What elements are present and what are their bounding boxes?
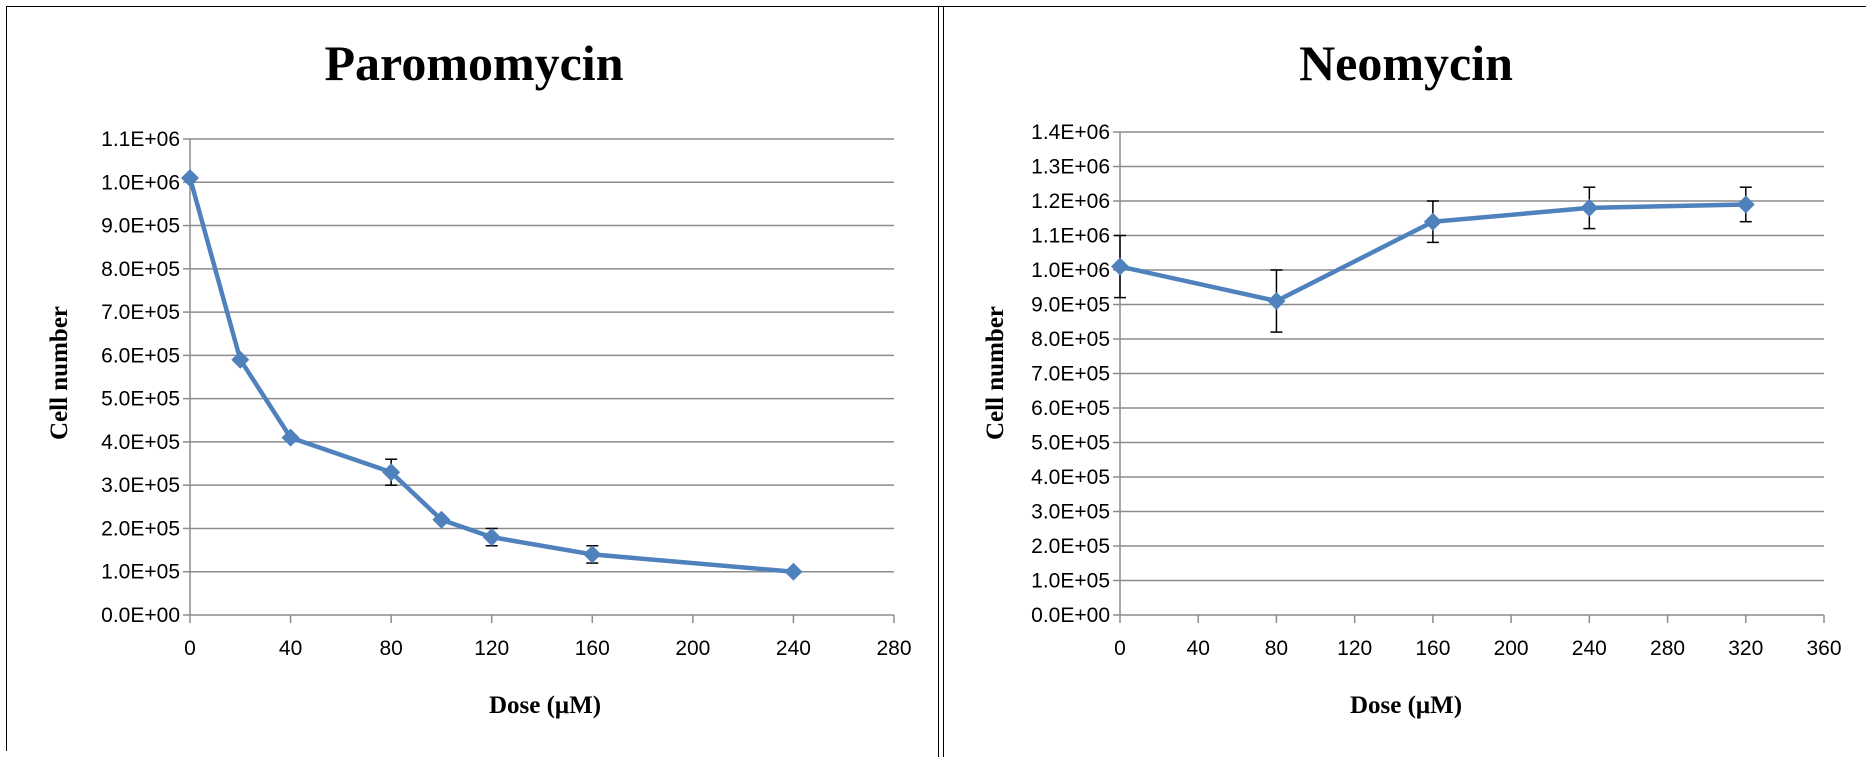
y-tick-label: 1.0E+06 bbox=[1031, 259, 1110, 282]
data-point bbox=[382, 463, 401, 482]
page-frame bbox=[6, 6, 1866, 751]
data-point bbox=[231, 350, 250, 369]
x-tick-label: 200 bbox=[675, 637, 710, 660]
x-tick-label: 280 bbox=[1650, 637, 1685, 660]
y-tick-label: 9.0E+05 bbox=[1031, 294, 1110, 317]
x-tick-label: 360 bbox=[1806, 637, 1841, 660]
x-tick-label: 40 bbox=[279, 637, 302, 660]
y-axis-label: Cell number bbox=[982, 306, 1009, 440]
y-tick-label: 8.0E+05 bbox=[101, 258, 180, 281]
y-tick-label: 0.0E+00 bbox=[1031, 604, 1110, 627]
data-point bbox=[1736, 195, 1755, 214]
y-tick-label: 3.0E+05 bbox=[101, 474, 180, 497]
data-point bbox=[784, 562, 803, 581]
y-tick-label: 1.1E+06 bbox=[101, 128, 180, 151]
y-tick-label: 1.4E+06 bbox=[1031, 121, 1110, 144]
y-tick-label: 1.0E+06 bbox=[101, 171, 180, 194]
x-tick-label: 80 bbox=[1265, 637, 1288, 660]
data-point bbox=[583, 545, 602, 564]
y-tick-label: 5.0E+05 bbox=[1031, 432, 1110, 455]
data-point bbox=[181, 168, 199, 187]
data-point bbox=[281, 428, 300, 447]
data-point bbox=[1423, 212, 1442, 231]
y-tick-label: 4.0E+05 bbox=[1031, 466, 1110, 489]
x-tick-label: 160 bbox=[1415, 637, 1450, 660]
neomycin-chart: Neomycin Dose (μM) Cell number 0.0E+00 1.… bbox=[982, 35, 1842, 719]
data-point bbox=[432, 510, 451, 529]
x-tick-label: 0 bbox=[184, 637, 196, 660]
y-tick-label: 6.0E+05 bbox=[101, 344, 180, 367]
y-tick-label: 4.0E+05 bbox=[101, 431, 180, 454]
panel-divider bbox=[938, 6, 944, 757]
x-tick-label: 280 bbox=[876, 637, 911, 660]
y-axis-label: Cell number bbox=[46, 306, 73, 440]
paromomycin-chart: Paromomycin Dose (μM) Cell number 0.0E+0… bbox=[46, 35, 912, 719]
y-tick-label: 9.0E+05 bbox=[101, 215, 180, 238]
y-tick-label: 7.0E+05 bbox=[101, 301, 180, 324]
y-tick-label: 5.0E+05 bbox=[101, 388, 180, 411]
x-tick-label: 120 bbox=[474, 637, 509, 660]
x-tick-label: 160 bbox=[575, 637, 610, 660]
chart-title: Neomycin bbox=[1299, 35, 1513, 91]
x-tick-label: 0 bbox=[1114, 637, 1126, 660]
x-tick-label: 240 bbox=[1572, 637, 1607, 660]
x-tick-label: 80 bbox=[379, 637, 402, 660]
x-axis-label: Dose (μM) bbox=[489, 692, 601, 719]
data-point bbox=[1267, 292, 1286, 311]
data-point bbox=[1111, 257, 1129, 276]
y-tick-label: 7.0E+05 bbox=[1031, 363, 1110, 386]
y-tick-label: 1.3E+06 bbox=[1031, 156, 1110, 179]
y-tick-label: 1.0E+05 bbox=[101, 561, 180, 584]
y-tick-label: 1.0E+05 bbox=[1031, 570, 1110, 593]
x-tick-label: 120 bbox=[1337, 637, 1372, 660]
y-tick-label: 6.0E+05 bbox=[1031, 397, 1110, 420]
x-axis-label: Dose (μM) bbox=[1350, 692, 1462, 719]
y-tick-label: 8.0E+05 bbox=[1031, 328, 1110, 351]
y-tick-label: 3.0E+05 bbox=[1031, 501, 1110, 524]
y-tick-label: 2.0E+05 bbox=[101, 517, 180, 540]
y-tick-label: 0.0E+00 bbox=[101, 604, 180, 627]
series-line bbox=[187, 177, 794, 574]
y-tick-label: 1.1E+06 bbox=[1031, 225, 1110, 248]
y-tick-label: 2.0E+05 bbox=[1031, 535, 1110, 558]
x-tick-label: 200 bbox=[1494, 637, 1529, 660]
x-tick-label: 240 bbox=[776, 637, 811, 660]
x-tick-label: 40 bbox=[1187, 637, 1210, 660]
data-point bbox=[482, 528, 501, 547]
chart-title: Paromomycin bbox=[324, 35, 623, 91]
x-tick-label: 320 bbox=[1728, 637, 1763, 660]
data-point bbox=[1580, 198, 1599, 217]
y-tick-label: 1.2E+06 bbox=[1031, 190, 1110, 213]
